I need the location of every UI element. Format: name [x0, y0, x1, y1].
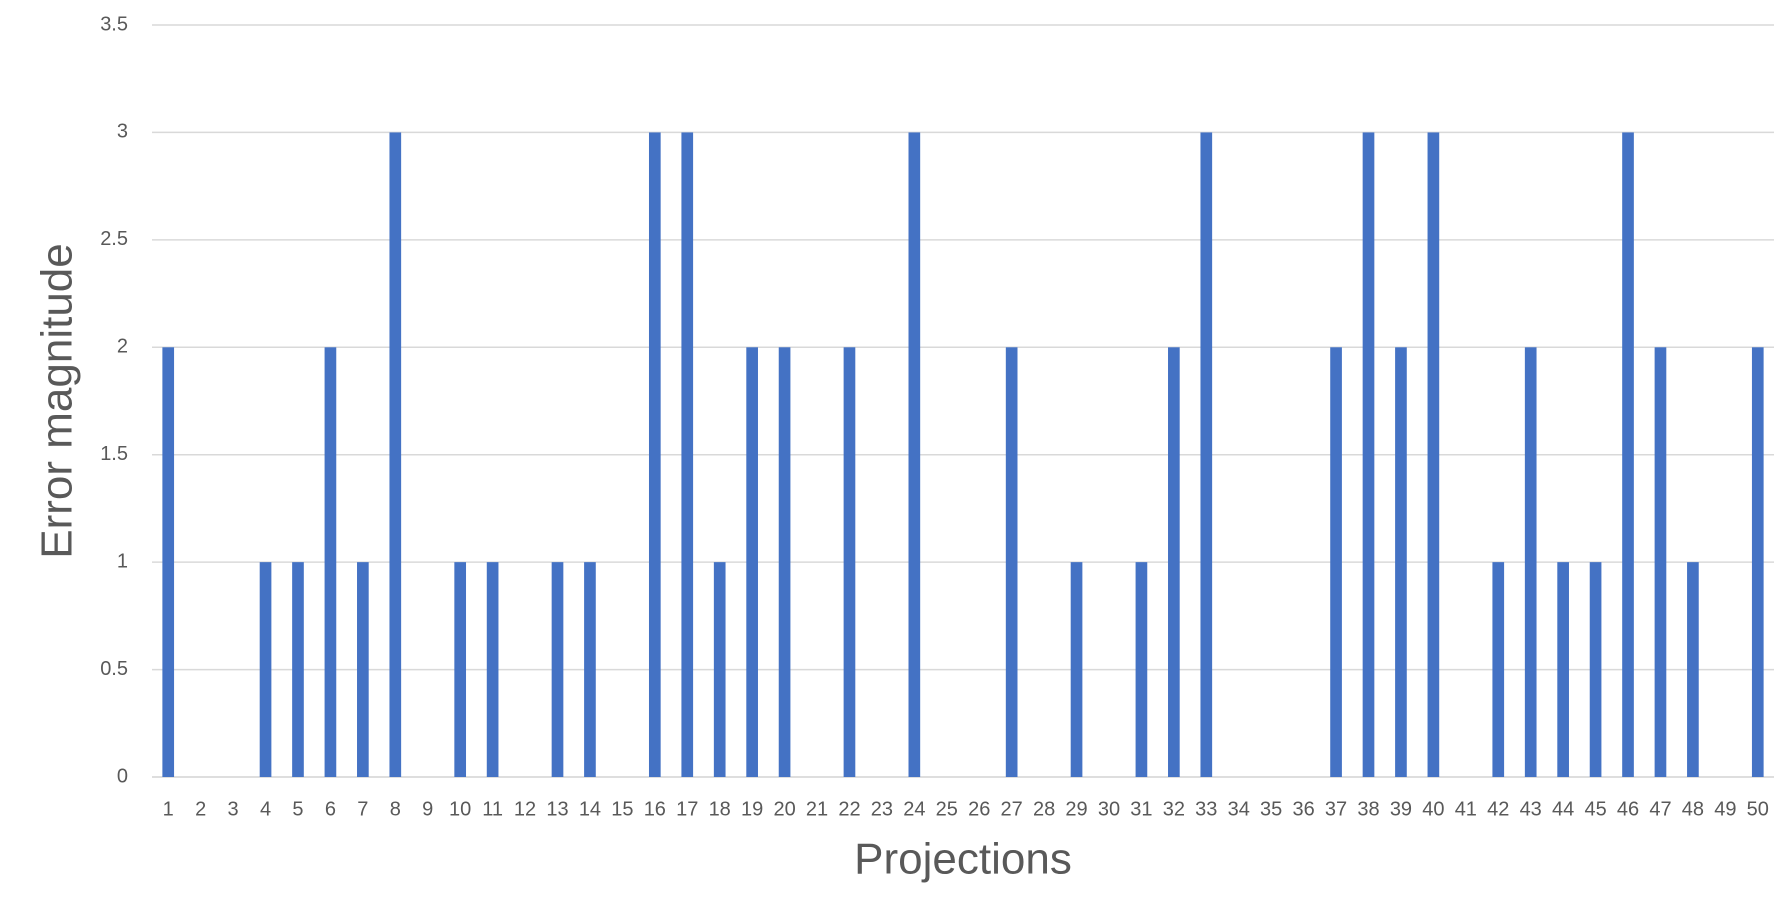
x-tick-label: 24 [903, 798, 925, 820]
x-tick-label: 37 [1325, 798, 1347, 820]
x-tick-label: 20 [773, 798, 795, 820]
bar [292, 562, 304, 777]
y-tick-label: 3.5 [100, 13, 128, 35]
x-tick-label: 13 [546, 798, 568, 820]
bar [1395, 347, 1407, 777]
x-tick-label: 39 [1390, 798, 1412, 820]
y-tick-label: 0 [117, 765, 128, 787]
x-tick-label: 45 [1584, 798, 1606, 820]
bar [551, 562, 564, 777]
x-tick-label: 9 [422, 798, 433, 820]
bar [1622, 132, 1634, 777]
bar [389, 132, 402, 777]
x-tick-label: 48 [1682, 798, 1704, 820]
bar [713, 562, 726, 777]
x-tick-label: 49 [1714, 798, 1736, 820]
x-tick-label: 19 [741, 798, 763, 820]
bar [454, 562, 467, 777]
bar [1070, 562, 1083, 777]
bar [778, 347, 791, 777]
x-tick-label: 25 [936, 798, 958, 820]
x-tick-label: 2 [195, 798, 206, 820]
x-tick-label: 6 [325, 798, 336, 820]
x-tick-label: 28 [1033, 798, 1055, 820]
bar [324, 347, 337, 777]
bar [1200, 132, 1213, 777]
x-tick-label: 11 [482, 798, 503, 820]
x-tick-label: 46 [1617, 798, 1639, 820]
bar [1135, 562, 1148, 777]
x-tick-label: 30 [1098, 798, 1120, 820]
y-tick-label: 1 [117, 550, 128, 572]
bar [1492, 562, 1505, 777]
x-tick-label: 12 [514, 798, 536, 820]
x-tick-label: 42 [1487, 798, 1509, 820]
x-tick-label: 35 [1260, 798, 1282, 820]
x-tick-label: 31 [1130, 798, 1152, 820]
x-tick-label: 32 [1163, 798, 1185, 820]
bar [584, 562, 596, 777]
x-tick-label: 33 [1195, 798, 1217, 820]
x-tick-label: 22 [838, 798, 860, 820]
bar [1427, 132, 1440, 777]
x-tick-label: 41 [1455, 798, 1477, 820]
x-tick-label: 16 [644, 798, 666, 820]
y-axis-title: Error magnitude [33, 243, 82, 558]
bar [1654, 347, 1667, 777]
x-tick-label: 43 [1520, 798, 1542, 820]
x-tick-label: 29 [1065, 798, 1087, 820]
bar [681, 132, 694, 777]
x-tick-label: 50 [1747, 798, 1769, 820]
bar [259, 562, 272, 777]
x-tick-label: 23 [871, 798, 893, 820]
x-tick-label: 36 [1292, 798, 1314, 820]
bar [843, 347, 856, 777]
bar [1687, 562, 1699, 777]
x-tick-label: 40 [1422, 798, 1444, 820]
x-tick-label: 8 [390, 798, 401, 820]
bar [1362, 132, 1375, 777]
bar [162, 347, 175, 777]
bar [1589, 562, 1602, 777]
bar [1524, 347, 1537, 777]
x-tick-label: 4 [260, 798, 271, 820]
x-tick-label: 38 [1357, 798, 1379, 820]
bar [486, 562, 499, 777]
x-tick-label: 10 [449, 798, 471, 820]
x-tick-label: 27 [1001, 798, 1023, 820]
y-tick-label: 1.5 [100, 443, 128, 465]
x-tick-label: 5 [292, 798, 303, 820]
bar [746, 347, 758, 777]
bar [908, 132, 921, 777]
x-tick-label: 47 [1649, 798, 1671, 820]
x-tick-label: 17 [676, 798, 698, 820]
x-tick-label: 18 [709, 798, 731, 820]
bar [648, 132, 661, 777]
x-tick-label: 44 [1552, 798, 1574, 820]
x-tick-label: 3 [228, 798, 239, 820]
bar [1168, 347, 1180, 777]
x-tick-label: 15 [611, 798, 633, 820]
x-tick-label: 7 [357, 798, 368, 820]
y-tick-label: 2 [117, 336, 128, 358]
x-tick-label: 26 [968, 798, 990, 820]
bar [1751, 347, 1764, 777]
bar [1005, 347, 1018, 777]
y-tick-label: 3 [117, 121, 128, 143]
x-tick-label: 14 [579, 798, 601, 820]
bar [1557, 562, 1569, 777]
x-tick-label: 21 [806, 798, 828, 820]
bar [357, 562, 369, 777]
y-tick-label: 2.5 [100, 228, 128, 250]
bar [1330, 347, 1342, 777]
x-tick-label: 34 [1228, 798, 1250, 820]
y-tick-label: 0.5 [100, 658, 128, 680]
x-tick-label: 1 [163, 798, 174, 820]
x-axis-title: Projections [854, 835, 1072, 884]
